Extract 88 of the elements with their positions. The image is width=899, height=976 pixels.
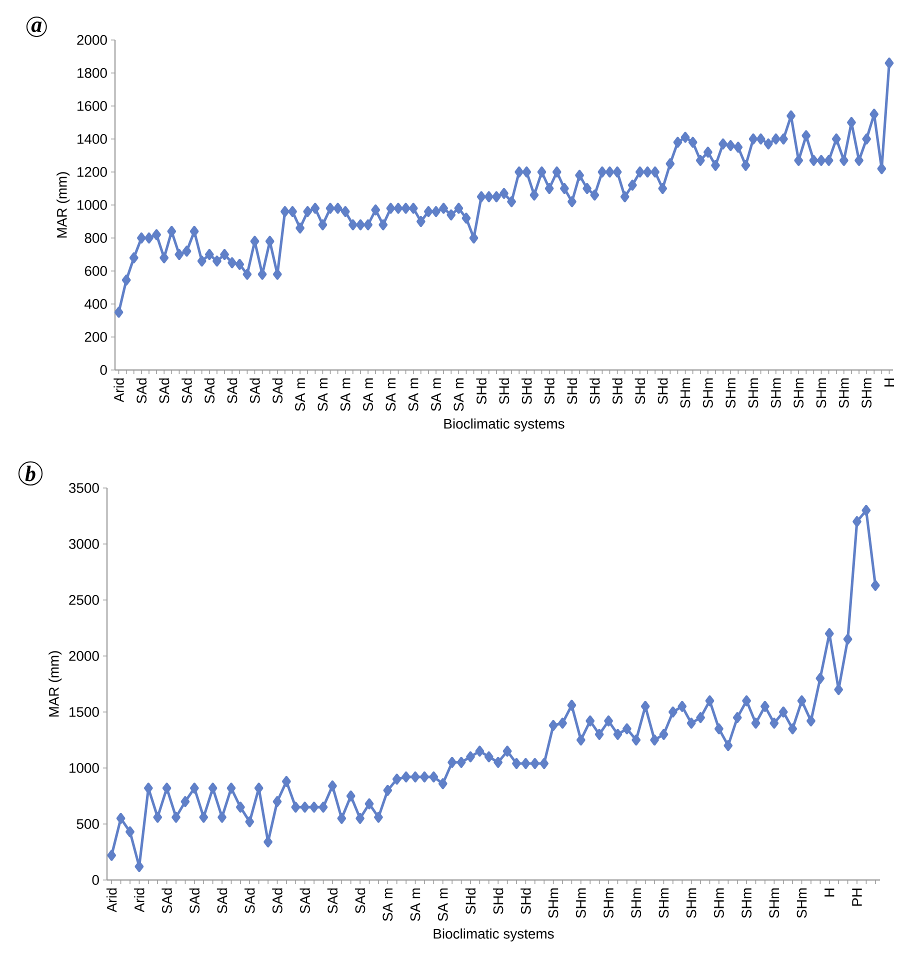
y-tick-label: 0 <box>100 365 107 375</box>
x-tick-label: SA m <box>318 378 328 411</box>
x-tick-label: H <box>884 378 894 386</box>
x-axis-title: Bioclimatic systems <box>434 928 554 942</box>
y-tick-label: 2000 <box>69 651 99 661</box>
x-tick-label: SHd <box>465 888 476 914</box>
y-tick-label: 3000 <box>68 539 99 549</box>
x-tick-label: SAd <box>204 378 215 404</box>
x-tick-label: SA m <box>431 378 441 411</box>
x-tick-label: SAd <box>182 378 192 404</box>
y-tick-label: 0 <box>92 875 99 885</box>
y-tick-label: 400 <box>84 299 107 309</box>
y-tick-label: 800 <box>84 233 107 243</box>
x-tick-label: SHm <box>680 378 690 408</box>
x-tick-label: SHm <box>658 888 669 918</box>
y-tick-label: 2500 <box>69 595 99 605</box>
x-tick-label: SAd <box>354 888 366 914</box>
x-tick-label: SHm <box>726 378 736 408</box>
x-tick-label: SHm <box>816 378 826 408</box>
x-tick-label: SA m <box>382 888 393 921</box>
x-tick-label: SAd <box>244 888 255 914</box>
x-tick-label: SHm <box>838 378 849 408</box>
x-tick-label: SAd <box>136 378 147 404</box>
x-tick-label: SA m <box>386 378 396 411</box>
x-tick-label: SA m <box>438 888 448 921</box>
x-tick-label: SHd <box>658 378 668 404</box>
x-tick-label: SHd <box>522 378 532 404</box>
y-tick-label: 1800 <box>78 68 107 78</box>
x-tick-label: SAd <box>162 888 172 914</box>
y-tick-label: 1000 <box>78 200 107 210</box>
x-tick-label: SHd <box>590 378 600 404</box>
x-tick-label: SA m <box>454 378 464 411</box>
x-tick-label: SHm <box>742 888 752 918</box>
x-tick-label: SAd <box>300 888 310 914</box>
y-tick-label: 3500 <box>68 483 99 493</box>
x-tick-label: Arid <box>114 378 124 402</box>
y-tick-label: 500 <box>76 819 99 829</box>
x-tick-label: SHm <box>796 888 807 918</box>
y-axis-title: MAR (mm) <box>48 651 62 717</box>
x-tick-label: SA m <box>295 378 305 411</box>
x-tick-label: SHm <box>862 378 872 408</box>
y-tick-label: 1400 <box>78 134 107 144</box>
x-tick-label: SA m <box>340 378 350 411</box>
x-tick-label: SAd <box>158 378 170 404</box>
x-tick-label: SHd <box>612 378 622 404</box>
x-tick-label: SA m <box>363 378 373 411</box>
x-tick-label: SAd <box>216 888 228 914</box>
x-tick-label: SHm <box>770 378 781 408</box>
x-tick-label: SHm <box>748 378 758 408</box>
x-tick-label: Arid <box>106 888 117 912</box>
y-tick-label: 600 <box>84 266 107 276</box>
y-tick-label: 1600 <box>78 101 107 111</box>
x-tick-label: SHm <box>631 888 642 918</box>
x-tick-label: SHd <box>492 888 504 914</box>
x-tick-label: SHm <box>714 888 724 918</box>
x-tick-label: SAd <box>272 888 282 914</box>
x-tick-label: SAd <box>272 378 283 404</box>
x-tick-label: SHd <box>520 888 531 914</box>
y-tick-label: 1200 <box>78 167 107 177</box>
x-tick-label: SAd <box>250 378 260 404</box>
x-tick-label: SHm <box>576 888 586 918</box>
x-tick-label: SA m <box>408 378 418 411</box>
x-tick-label: SHm <box>604 888 614 918</box>
x-tick-label: PH <box>852 888 862 906</box>
x-tick-label: SHm <box>686 888 696 918</box>
y-axis-title: MAR (mm) <box>56 172 70 238</box>
x-tick-label: SAd <box>189 888 200 914</box>
x-tick-label: SAd <box>226 378 238 404</box>
chart-title: b <box>25 466 36 482</box>
y-tick-label: 200 <box>84 332 107 342</box>
y-tick-label: 2000 <box>77 35 107 45</box>
x-tick-label: SA m <box>410 888 420 921</box>
x-tick-label: SHm <box>794 378 804 408</box>
x-tick-label: SHm <box>548 888 558 918</box>
x-axis-title: Bioclimatic systems <box>444 418 564 432</box>
x-tick-label: SHm <box>702 378 713 408</box>
y-tick-label: 1000 <box>70 763 99 773</box>
x-tick-label: Arid <box>134 888 144 912</box>
x-tick-label: SHd <box>634 378 646 404</box>
x-tick-label: SHd <box>498 378 510 404</box>
x-tick-label: SAd <box>327 888 338 914</box>
x-tick-label: SHm <box>769 888 780 918</box>
x-tick-label: SHd <box>544 378 554 404</box>
x-tick-label: H <box>824 888 834 896</box>
x-tick-label: SHd <box>476 378 486 404</box>
chart-title: a <box>31 22 42 32</box>
x-tick-label: SHd <box>566 378 578 404</box>
y-tick-label: 1500 <box>70 707 99 717</box>
